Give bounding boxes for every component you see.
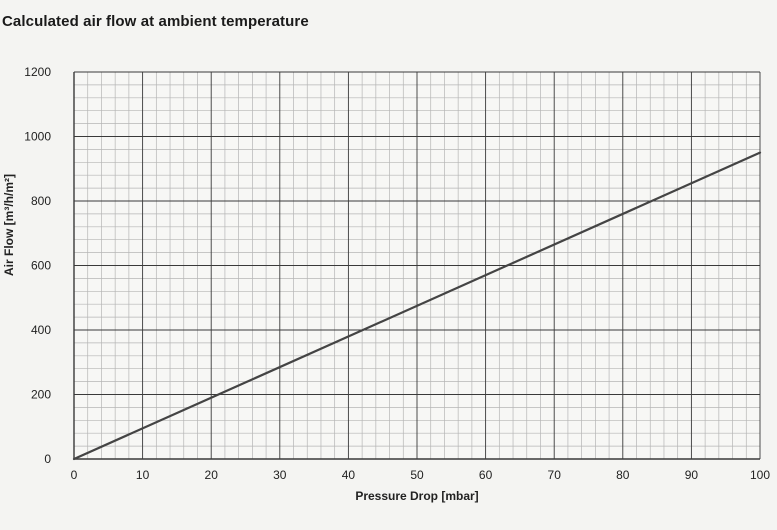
y-tick-label: 1200 [24,65,51,79]
y-tick-labels: 0 200 400 600 800 1000 1200 [24,65,51,466]
x-axis-title: Pressure Drop [mbar] [355,489,478,503]
y-axis-title: Air Flow [m³/h/m²] [2,174,16,276]
major-grid [73,71,761,460]
x-tick-label: 30 [273,468,287,482]
chart-title: Calculated air flow at ambient temperatu… [2,13,309,30]
x-tick-label: 40 [342,468,356,482]
series-line-0 [72,151,762,461]
x-tick-labels: 0 10 20 30 40 50 60 70 80 90 100 [71,468,771,482]
x-tick-label: 70 [548,468,562,482]
x-tick-label: 90 [685,468,699,482]
series-layer [72,151,762,461]
x-tick-label: 20 [205,468,219,482]
y-tick-label: 0 [44,452,51,466]
x-tick-label: 60 [479,468,493,482]
y-tick-label: 200 [31,388,51,402]
y-tick-label: 400 [31,323,51,337]
x-tick-label: 100 [750,468,770,482]
y-tick-label: 800 [31,194,51,208]
y-tick-label: 600 [31,259,51,273]
y-tick-label: 1000 [24,130,51,144]
x-tick-label: 50 [410,468,424,482]
x-tick-label: 0 [71,468,78,482]
x-tick-label: 80 [616,468,630,482]
x-tick-label: 10 [136,468,150,482]
